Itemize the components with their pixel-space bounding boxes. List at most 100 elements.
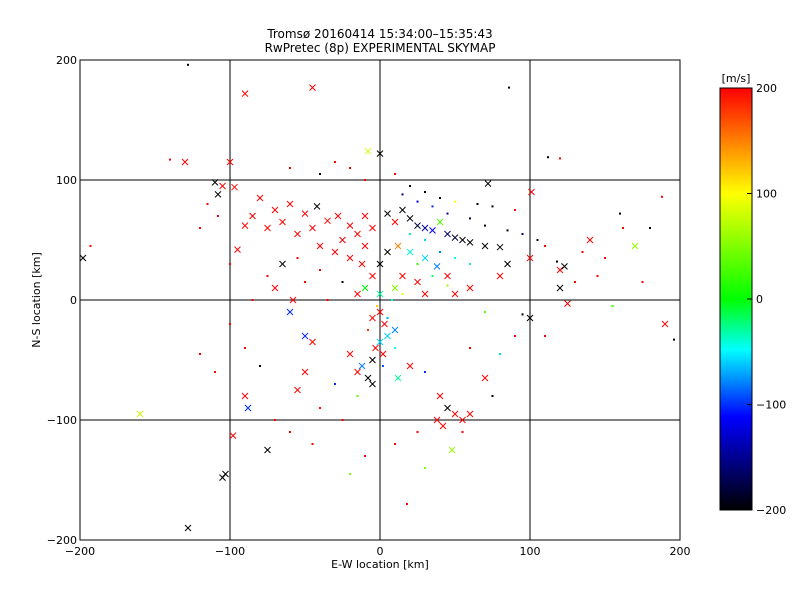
data-point-dot <box>394 347 396 349</box>
data-point-dot <box>604 257 606 259</box>
data-point-dot <box>214 371 216 373</box>
data-point-dot <box>217 215 219 217</box>
data-point-x <box>451 410 459 418</box>
data-point-dot <box>341 281 344 283</box>
data-point-x <box>504 260 511 268</box>
data-point-x <box>466 239 474 246</box>
data-point-x <box>631 242 639 250</box>
data-point-x <box>451 234 459 241</box>
data-point-x <box>429 227 436 234</box>
data-point-x <box>459 416 466 424</box>
data-point-x <box>391 218 399 226</box>
data-point-dot <box>619 212 621 215</box>
data-point-dot <box>461 431 464 433</box>
data-point-dot <box>274 419 276 421</box>
data-point-x <box>586 236 594 244</box>
data-point-dot <box>349 473 351 475</box>
data-point-x <box>561 263 568 270</box>
data-point-x <box>264 446 271 454</box>
data-point-dot <box>409 185 411 187</box>
data-point-x <box>271 206 279 214</box>
data-point-dot <box>446 284 449 287</box>
data-point-dot <box>416 200 419 203</box>
y-tick-label: 200 <box>56 54 77 67</box>
data-point-dot <box>334 161 336 163</box>
chart-title: Tromsø 20160414 15:34:00–15:35:43 <box>266 27 492 41</box>
data-point-dot <box>484 311 486 313</box>
data-point-dot <box>521 233 524 235</box>
data-point-x <box>361 242 369 250</box>
data-point-x <box>234 246 241 253</box>
y-axis-label: N-S location [km] <box>30 252 43 348</box>
data-point-dot <box>244 347 246 349</box>
data-point-dot <box>547 156 549 159</box>
data-point-dot <box>341 419 344 421</box>
data-point-x <box>399 206 406 214</box>
chart-subtitle: RwPretec (8p) EXPERIMENTAL SKYMAP <box>265 41 496 55</box>
data-point-x <box>376 308 384 316</box>
data-point-x <box>181 158 189 166</box>
data-point-dot <box>508 86 510 89</box>
data-point-x <box>364 147 372 155</box>
data-point-dot <box>206 203 209 205</box>
data-point-x <box>379 350 387 358</box>
data-point-dot <box>469 263 471 265</box>
data-point-x <box>279 218 286 226</box>
data-point-dot <box>431 205 434 208</box>
data-point-dot <box>596 275 599 277</box>
data-point-dot <box>661 195 663 198</box>
data-point-dot <box>611 305 614 307</box>
data-point-x <box>661 320 669 328</box>
data-point-dot <box>319 269 321 271</box>
data-point-dot <box>574 281 576 283</box>
data-point-x <box>256 194 264 202</box>
data-point-x <box>391 326 399 334</box>
data-point-x <box>324 217 331 225</box>
data-point-dot <box>394 173 396 175</box>
data-point-x <box>369 356 376 364</box>
data-point-x <box>444 272 451 280</box>
data-point-x <box>556 266 564 274</box>
data-point-x <box>406 362 414 370</box>
data-point-x <box>241 222 249 229</box>
data-point-dot <box>382 365 384 367</box>
data-point-x <box>358 260 366 268</box>
y-tick-label: −200 <box>47 534 77 547</box>
data-point-x <box>241 392 249 400</box>
data-point-x <box>444 404 451 412</box>
data-point-dot <box>641 281 644 283</box>
data-point-dot <box>431 275 434 277</box>
data-point-x <box>229 432 237 439</box>
data-point-dot <box>454 200 456 203</box>
data-point-dot <box>514 209 516 211</box>
data-point-x <box>301 210 309 217</box>
data-point-dot <box>406 503 408 505</box>
colorbar <box>719 87 753 511</box>
data-point-dot <box>506 229 509 232</box>
data-point-dot <box>649 227 651 229</box>
data-point-x <box>313 203 321 210</box>
data-point-dot <box>424 371 426 373</box>
x-tick-label: 100 <box>520 545 541 558</box>
data-point-dot <box>229 263 231 265</box>
data-point-dot <box>424 191 426 193</box>
data-point-x <box>361 212 369 220</box>
data-point-dot <box>386 317 389 319</box>
data-point-dot <box>169 158 171 161</box>
data-point-dot <box>356 395 359 397</box>
data-points <box>80 63 675 532</box>
data-point-dot <box>187 63 189 66</box>
data-point-x <box>279 260 286 268</box>
data-point-dot <box>416 431 419 433</box>
data-point-dot <box>199 227 201 229</box>
data-point-x <box>334 212 342 220</box>
data-point-x <box>421 254 429 262</box>
data-point-x <box>394 374 402 382</box>
data-point-x <box>339 236 346 244</box>
data-point-x <box>309 338 316 346</box>
data-point-dot <box>319 173 321 175</box>
data-point-dot <box>394 443 396 445</box>
data-point-x <box>433 263 441 270</box>
data-point-x <box>369 224 376 232</box>
